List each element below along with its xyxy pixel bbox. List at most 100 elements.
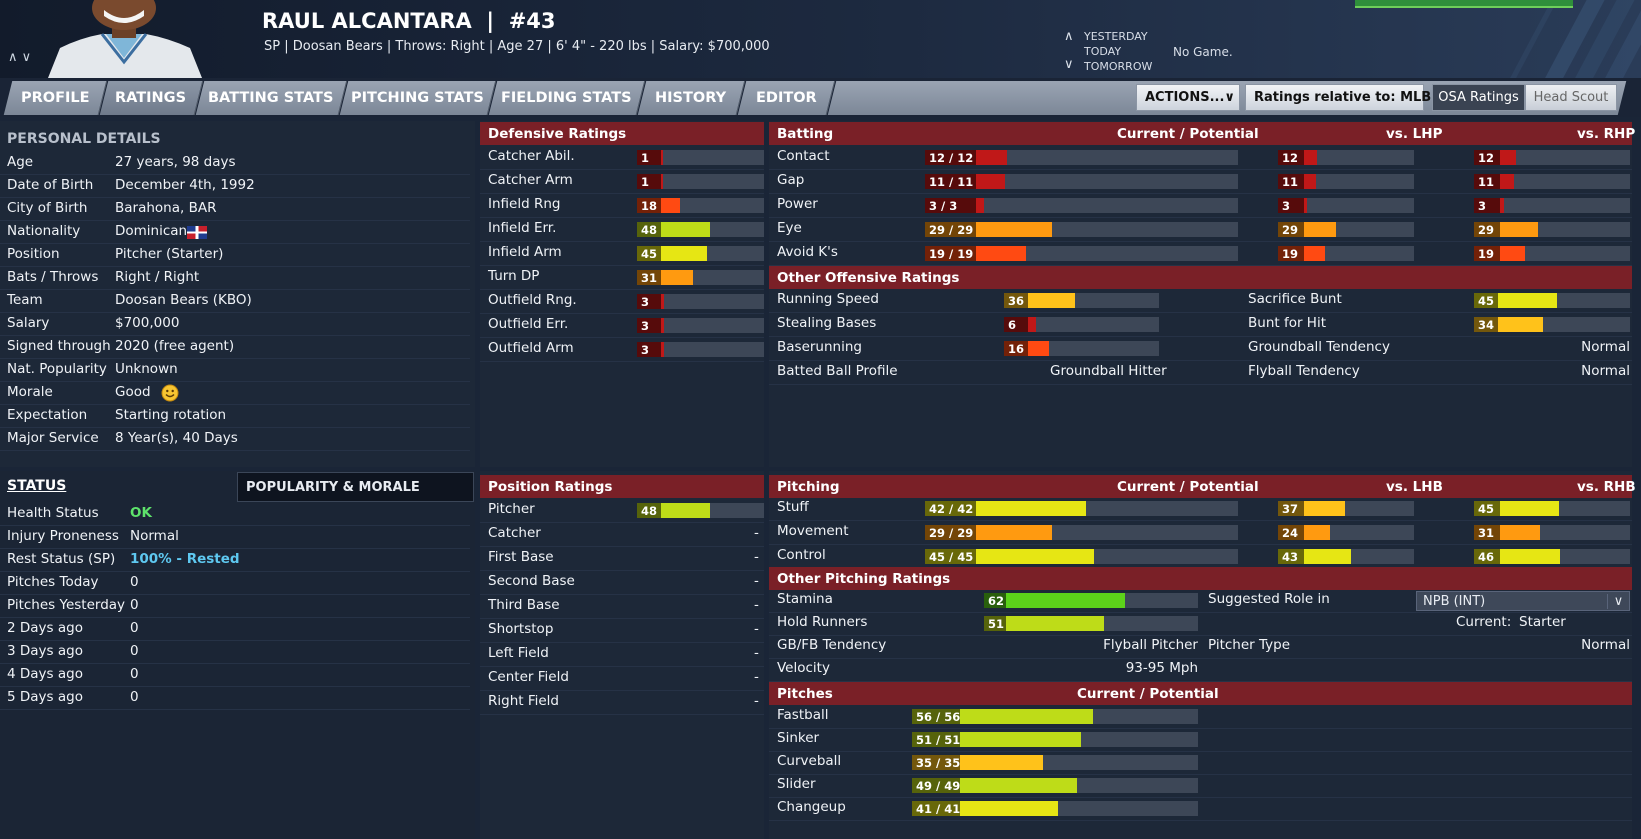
tab-fielding-stats[interactable]: FIELDING STATS (488, 81, 646, 115)
popularity-morale-tab[interactable]: POPULARITY & MORALE (237, 472, 474, 502)
row-divider (0, 548, 470, 549)
row-divider (480, 193, 764, 194)
row-divider (480, 714, 764, 715)
ratings-relative-dropdown[interactable]: Ratings relative to: MLB∨ (1245, 84, 1442, 111)
detail-value: 27 years, 98 days (115, 154, 236, 170)
suggested-role-select[interactable]: NPB (INT) ∨ (1416, 591, 1630, 611)
rating-value: 36 (1004, 293, 1028, 308)
rating-bar: 51 (984, 616, 1198, 631)
detail-label: Team (7, 292, 43, 308)
rating-bar: 51 / 51 (912, 732, 1198, 747)
row-divider (0, 358, 470, 359)
rating-value: 16 (1004, 341, 1028, 356)
position-label: Left Field (488, 645, 549, 661)
rating-value: 12 / 12 (925, 150, 976, 165)
rating-fill (1304, 549, 1352, 564)
rating-value: 35 / 35 (912, 755, 960, 770)
top-action-bar[interactable] (1355, 0, 1573, 8)
batting-label: Power (777, 196, 818, 212)
rating-value: 1 (637, 150, 661, 165)
day-down-arrow[interactable]: ∨ (1064, 57, 1074, 72)
rating-bar: 24 (1278, 525, 1414, 540)
status-value: 100% - Rested (130, 551, 240, 567)
status-tab[interactable]: STATUS (7, 478, 67, 494)
rating-fill (1304, 222, 1336, 237)
rating-fill (1500, 246, 1525, 261)
stamina-label: Stamina (777, 591, 833, 607)
status-label: Pitches Today (7, 574, 99, 590)
rating-bar: 37 (1278, 501, 1414, 516)
rating-fill (661, 198, 680, 213)
row-divider (769, 312, 1632, 313)
rating-fill (1304, 246, 1325, 261)
tab-ratings[interactable]: RATINGS (99, 81, 204, 115)
position-label: Shortstop (488, 621, 554, 637)
osa-ratings-toggle[interactable]: OSA Ratings (1432, 84, 1525, 111)
row-divider (0, 243, 470, 244)
rating-fill (661, 270, 693, 285)
batting-label: Avoid K's (777, 244, 838, 260)
tab-editor[interactable]: EDITOR (737, 81, 836, 115)
status-label: Pitches Yesterday (7, 597, 126, 613)
rating-value: 29 / 29 (925, 525, 976, 540)
day-up-arrow[interactable]: ∧ (1064, 29, 1074, 44)
hold-runners-label: Hold Runners (777, 614, 868, 630)
tomorrow-link[interactable]: TOMORROW (1084, 60, 1153, 73)
player-name: RAUL ALCANTARA | #43 (262, 9, 556, 33)
tab-batting-stats[interactable]: BATTING STATS (195, 81, 348, 115)
row-divider (480, 169, 764, 170)
rating-bar: 48 (637, 222, 764, 237)
rating-fill (976, 246, 1026, 261)
rating-fill (1304, 501, 1345, 516)
row-divider (480, 642, 764, 643)
rating-value: 42 / 42 (925, 501, 976, 516)
rating-fill (960, 778, 1077, 793)
rating-value: 45 (637, 246, 661, 261)
position-label: Second Base (488, 573, 575, 589)
rating-fill (960, 801, 1058, 816)
defensive-label: Outfield Rng. (488, 292, 577, 308)
tab-history[interactable]: HISTORY (637, 81, 746, 115)
status-value: 0 (130, 643, 139, 659)
detail-label: Signed through (7, 338, 111, 354)
rating-bar: 3 (1278, 198, 1414, 213)
rating-fill (1500, 198, 1504, 213)
rating-bar: 19 (1278, 246, 1414, 261)
pitch-label: Fastball (777, 707, 829, 723)
row-divider (769, 384, 1632, 385)
status-label: Health Status (7, 505, 99, 521)
status-value: OK (130, 505, 152, 521)
rating-value: 3 (637, 342, 661, 357)
position-value: - (754, 693, 759, 709)
position-value: - (754, 597, 759, 613)
today-link[interactable]: TODAY (1084, 45, 1122, 58)
yesterday-link[interactable]: YESTERDAY (1084, 30, 1148, 43)
rating-bar: 16 (1004, 341, 1159, 356)
rating-bar: 19 / 19 (925, 246, 1238, 261)
tab-pitching-stats[interactable]: PITCHING STATS (339, 81, 497, 115)
rating-fill (1028, 341, 1049, 356)
detail-label: Major Service (7, 430, 99, 446)
rating-value: 43 (1278, 549, 1304, 564)
rating-value: 51 / 51 (912, 732, 960, 747)
pitcher-type-value: Normal (1581, 637, 1630, 653)
tab-profile[interactable]: PROFILE (3, 81, 108, 115)
rating-value: 3 (1278, 198, 1304, 213)
row-divider (0, 640, 470, 641)
actions-dropdown[interactable]: ACTIONS... ∨ (1136, 84, 1240, 111)
detail-label: Salary (7, 315, 50, 331)
detail-label: Age (7, 154, 34, 170)
rating-bar: 56 / 56 (912, 709, 1198, 724)
rating-fill (976, 150, 1008, 165)
rating-value: 48 (637, 503, 661, 518)
row-divider (480, 265, 764, 266)
rating-bar: 49 / 49 (912, 778, 1198, 793)
rating-value: 31 (1474, 525, 1500, 540)
rating-fill (1500, 150, 1516, 165)
head-scout-toggle[interactable]: Head Scout (1525, 84, 1617, 111)
detail-value: Unknown (115, 361, 178, 377)
pitcher-type-label: Pitcher Type (1208, 637, 1291, 653)
offense-label: Flyball Tendency (1248, 363, 1360, 379)
player-nav-arrows[interactable]: ∧ ∨ (8, 50, 32, 65)
offense-value: Normal (1581, 339, 1630, 355)
